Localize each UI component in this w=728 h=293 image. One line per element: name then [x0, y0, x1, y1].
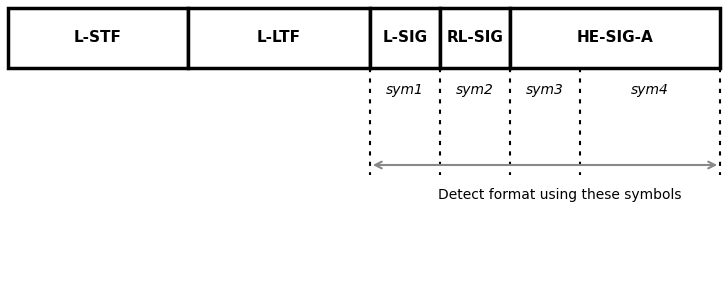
Text: RL-SIG: RL-SIG: [446, 30, 504, 45]
Text: sym3: sym3: [526, 83, 564, 97]
Text: L-LTF: L-LTF: [257, 30, 301, 45]
Text: L-STF: L-STF: [74, 30, 122, 45]
Bar: [510, 8, 720, 68]
Text: Detect format using these symbols: Detect format using these symbols: [438, 188, 681, 202]
Bar: [370, 8, 440, 68]
Text: L-SIG: L-SIG: [382, 30, 427, 45]
Text: sym4: sym4: [631, 83, 669, 97]
Bar: [188, 8, 370, 68]
Text: HE-SIG-A: HE-SIG-A: [577, 30, 653, 45]
Bar: [8, 8, 188, 68]
Text: sym1: sym1: [386, 83, 424, 97]
Bar: [440, 8, 510, 68]
Text: sym2: sym2: [456, 83, 494, 97]
